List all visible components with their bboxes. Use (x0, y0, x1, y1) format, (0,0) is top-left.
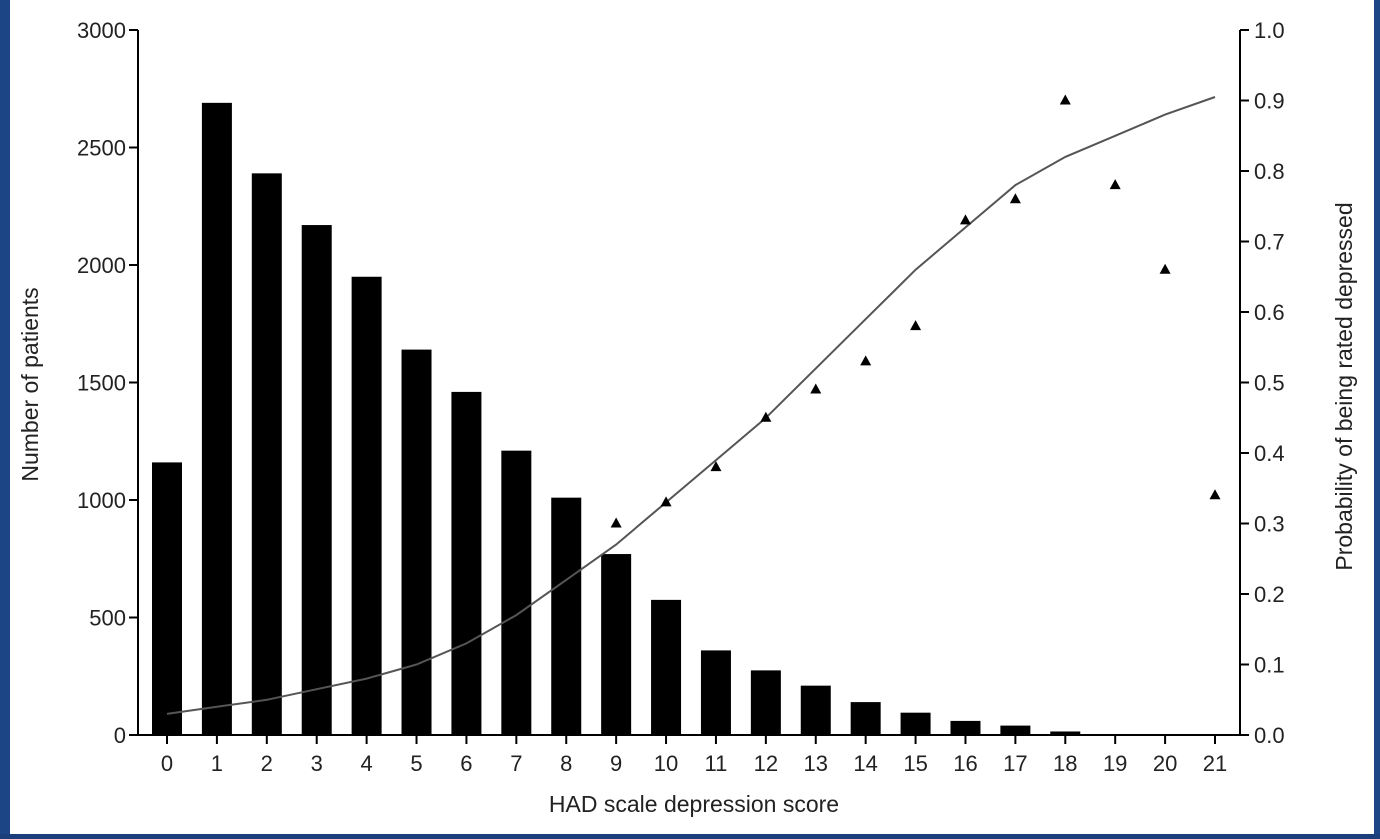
y-tick-label: 2500 (77, 136, 126, 161)
x-tick-label: 12 (754, 751, 778, 776)
x-tick-label: 3 (311, 751, 323, 776)
y2-tick-label: 0.7 (1254, 230, 1285, 255)
y2-tick-label: 0.0 (1254, 723, 1285, 748)
y-tick-label: 1000 (77, 488, 126, 513)
x-tick-label: 20 (1153, 751, 1177, 776)
x-tick-label: 21 (1203, 751, 1227, 776)
data-point (710, 461, 722, 472)
x-tick-label: 9 (610, 751, 622, 776)
data-point (810, 383, 822, 394)
bar (251, 173, 282, 736)
x-tick-label: 13 (804, 751, 828, 776)
data-point (760, 411, 772, 422)
y2-tick-label: 0.4 (1254, 441, 1285, 466)
y2-tick-label: 0.3 (1254, 512, 1285, 537)
data-point (1009, 193, 1021, 204)
ticks: 0 500 1000 1500 2000 2500 3000 0.0 0.1 0.2 0.3 0.4 0… (77, 18, 1285, 776)
bar (950, 720, 981, 735)
bar-series (152, 102, 1081, 736)
data-point (1209, 489, 1221, 500)
x-tick-label: 10 (654, 751, 678, 776)
x-tick-label: 19 (1103, 751, 1127, 776)
x-tick-label: 2 (261, 751, 273, 776)
bar (201, 102, 232, 736)
y2-axis-title: Probability of being rated depressed (1331, 202, 1357, 570)
bar (850, 702, 881, 735)
bar (1000, 725, 1031, 735)
bar (750, 670, 781, 735)
x-tick-label: 16 (953, 751, 977, 776)
bar (401, 349, 432, 735)
bar (900, 712, 931, 735)
scatter-series (610, 94, 1221, 528)
x-tick-label: 1 (211, 751, 223, 776)
bar (351, 276, 382, 735)
y2-tick-label: 0.8 (1254, 159, 1285, 184)
y-tick-label: 2000 (77, 253, 126, 278)
data-point (910, 320, 922, 331)
bar (501, 450, 532, 735)
bar (601, 554, 632, 735)
data-point (1159, 263, 1171, 274)
bar (700, 650, 731, 735)
x-tick-label: 0 (161, 751, 173, 776)
bar (152, 462, 182, 735)
chart: 0 500 1000 1500 2000 2500 3000 0.0 0.1 0.2 0.3 0.4 0… (17, 18, 1357, 817)
y-tick-label: 0 (114, 723, 126, 748)
x-tick-label: 14 (853, 751, 877, 776)
y2-tick-label: 0.5 (1254, 371, 1285, 396)
x-tick-label: 11 (705, 751, 728, 776)
data-point (860, 355, 872, 366)
data-point (660, 496, 672, 507)
bar (800, 685, 831, 735)
bar (651, 599, 682, 735)
y-axis-title: Number of patients (17, 287, 43, 481)
data-point (959, 214, 971, 225)
fit-curve (166, 96, 1216, 715)
bar (301, 225, 332, 736)
y2-tick-label: 0.1 (1254, 653, 1285, 678)
x-tick-label: 5 (410, 751, 422, 776)
bar (451, 391, 482, 735)
bar (1050, 731, 1081, 735)
x-tick-label: 17 (1003, 751, 1027, 776)
data-point (1059, 94, 1071, 105)
y-tick-label: 1500 (77, 371, 126, 396)
x-tick-label: 18 (1053, 751, 1077, 776)
chart-panel: 0 500 1000 1500 2000 2500 3000 0.0 0.1 0.2 0.3 0.4 0… (10, 0, 1374, 834)
x-tick-label: 8 (560, 751, 572, 776)
y2-tick-label: 0.6 (1254, 300, 1285, 325)
x-tick-label: 4 (360, 751, 372, 776)
y2-tick-label: 0.9 (1254, 89, 1285, 114)
data-point (1109, 179, 1121, 190)
x-tick-label: 15 (903, 751, 927, 776)
y2-tick-label: 1.0 (1254, 18, 1285, 43)
x-tick-label: 7 (510, 751, 522, 776)
bar (551, 497, 582, 735)
y-tick-label: 3000 (77, 18, 126, 43)
y-tick-label: 500 (89, 606, 126, 631)
x-tick-label: 6 (460, 751, 472, 776)
y2-tick-label: 0.2 (1254, 582, 1285, 607)
data-point (610, 517, 622, 528)
x-axis-title: HAD scale depression score (549, 791, 839, 817)
